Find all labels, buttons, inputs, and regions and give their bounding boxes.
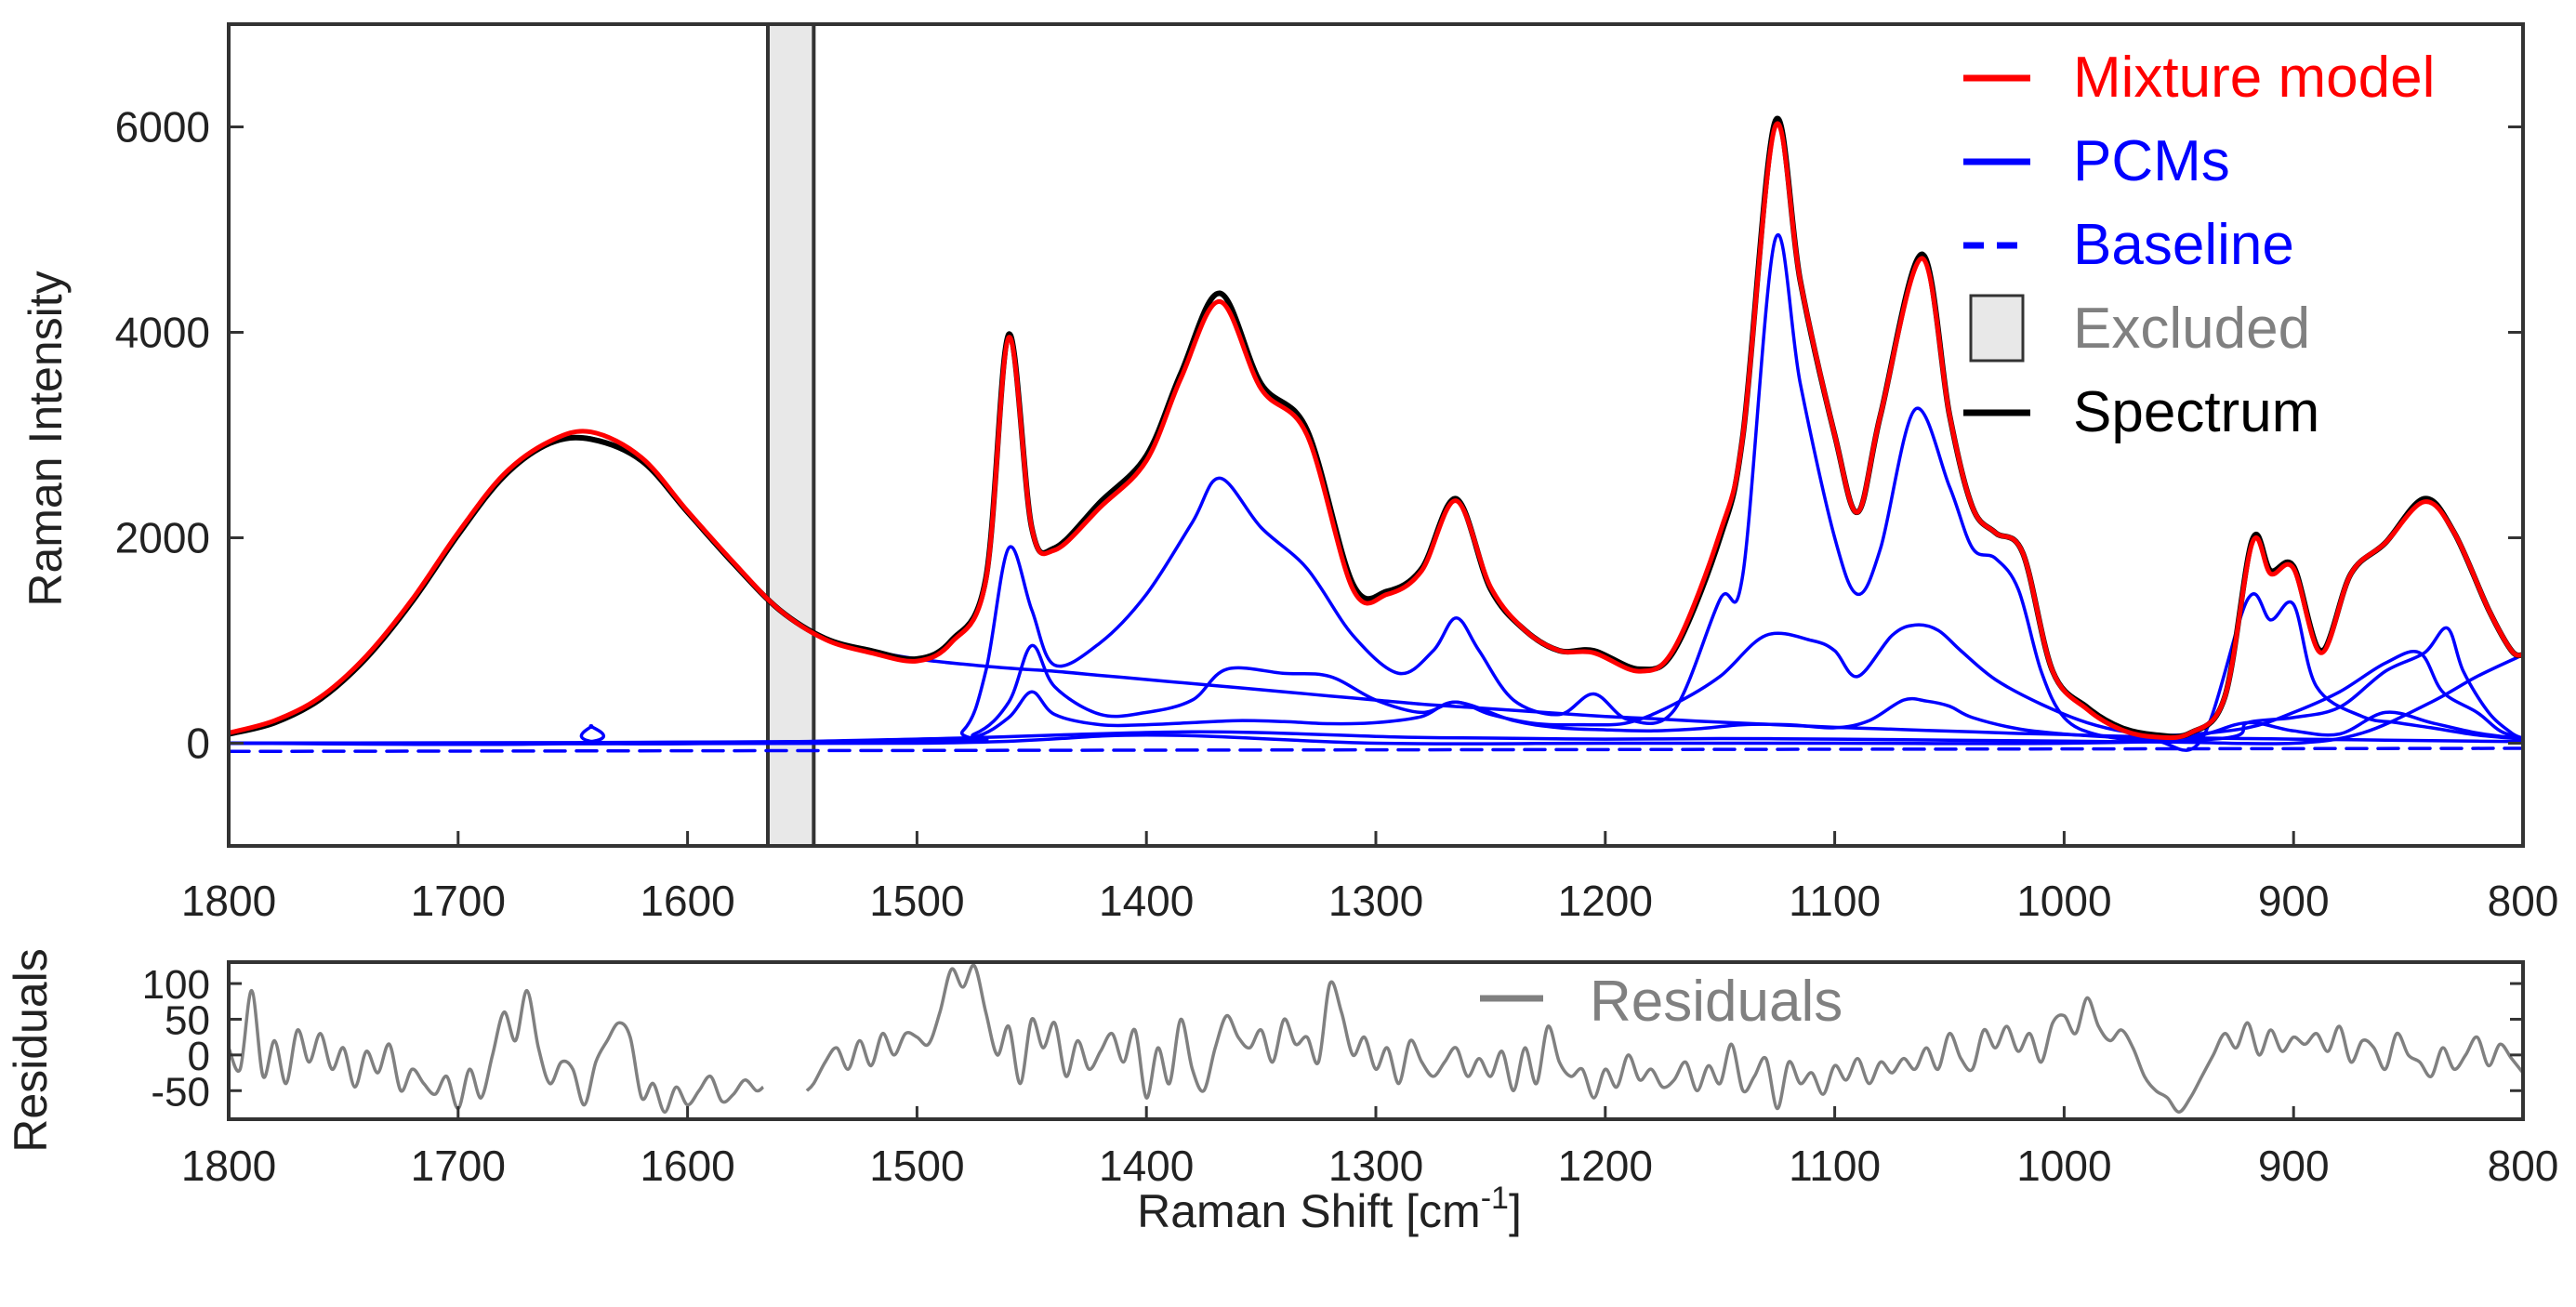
residual-x-tick-label: 1700 xyxy=(411,1142,506,1190)
residuals-plot-frame xyxy=(227,960,2525,1121)
x-axis-label: Raman Shift [cm-1] xyxy=(1137,1181,1522,1237)
legend-label: Spectrum xyxy=(2073,380,2319,444)
main-legend: Mixture model PCMs Baseline Excluded Spectru… xyxy=(1963,46,2435,444)
residual-y-tick-label: -50 xyxy=(151,1069,210,1115)
residual-y-tick-label: 100 xyxy=(142,962,210,1008)
residual-x-tick-label: 1400 xyxy=(1099,1142,1194,1190)
x-axis-label-base: Raman Shift [cm xyxy=(1137,1185,1481,1237)
residuals-plot-panel: 1800 1700 1600 1500 1400 1300 1200 1100 1000 900 8… xyxy=(5,948,2558,1237)
residual-x-tick-label: 800 xyxy=(2488,1142,2559,1190)
x-tick-label: 1200 xyxy=(1558,877,1653,925)
x-tick-label: 1600 xyxy=(640,877,734,925)
y-tick-label: 6000 xyxy=(115,103,210,152)
series-line-pcm-5 xyxy=(229,653,2523,746)
residuals-x-axis: 1800 1700 1600 1500 1400 1300 1200 1100 1000 900 8… xyxy=(181,1106,2559,1190)
series-line-mixture-model xyxy=(229,121,2523,741)
series-line-pcm-1 xyxy=(229,435,2523,744)
legend-swatch-excluded xyxy=(1969,294,2025,363)
residual-y-tick-label: 0 xyxy=(188,1034,210,1079)
main-x-axis: 1800 1700 1600 1500 1400 1300 1200 1100 1000 900 8… xyxy=(181,831,2559,925)
residual-x-tick-label: 1100 xyxy=(1789,1142,1881,1190)
residual-x-tick-label: 1300 xyxy=(1328,1142,1423,1190)
main-y-axis-label: Raman Intensity xyxy=(20,271,72,606)
residual-x-tick-label: 1000 xyxy=(2016,1142,2111,1190)
residuals-legend: Residuals xyxy=(1480,970,1843,1034)
legend-label: Mixture model xyxy=(2073,46,2435,110)
residual-x-tick-label: 900 xyxy=(2258,1142,2330,1190)
x-tick-label: 1000 xyxy=(2016,877,2111,925)
residual-x-tick-label: 1800 xyxy=(181,1142,276,1190)
legend-label: Baseline xyxy=(2073,213,2294,277)
x-tick-label: 1700 xyxy=(411,877,506,925)
residuals-y-axis-label: Residuals xyxy=(5,948,57,1153)
residuals-line-segment-2 xyxy=(805,963,2523,1115)
residual-x-tick-label: 1600 xyxy=(640,1142,734,1190)
y-tick-label: 4000 xyxy=(115,309,210,357)
residual-y-tick-label: 50 xyxy=(165,997,210,1043)
x-axis-label-end: ] xyxy=(1509,1185,1522,1237)
x-tick-label: 1300 xyxy=(1328,877,1423,925)
main-series-group xyxy=(229,115,2523,754)
legend-label: Excluded xyxy=(2073,297,2310,361)
x-tick-label: 1400 xyxy=(1099,877,1194,925)
x-tick-label: 900 xyxy=(2258,877,2330,925)
excluded-region xyxy=(765,22,816,848)
residual-x-tick-label: 1500 xyxy=(869,1142,964,1190)
x-tick-label: 800 xyxy=(2488,877,2559,925)
legend-label-residuals: Residuals xyxy=(1590,970,1843,1034)
x-tick-label: 1800 xyxy=(181,877,276,925)
x-tick-label: 1500 xyxy=(869,877,964,925)
residual-x-tick-label: 1200 xyxy=(1558,1142,1653,1190)
residuals-series-group xyxy=(229,963,2523,1115)
main-y-axis: 0 2000 4000 6000 xyxy=(115,103,2523,768)
y-tick-label: 0 xyxy=(186,720,210,768)
legend-label: PCMs xyxy=(2073,129,2230,193)
main-plot-panel: 1800 1700 1600 1500 1400 1300 1200 1100 1000 900 8… xyxy=(20,22,2559,925)
x-tick-label: 1100 xyxy=(1789,877,1881,925)
series-line-baseline xyxy=(229,746,2523,754)
series-line-pcm-6 xyxy=(229,626,2523,746)
series-line-pcm-3 xyxy=(229,623,2523,746)
residuals-line-segment-1 xyxy=(229,988,765,1115)
series-line-pcm-4 xyxy=(229,690,2523,746)
x-axis-label-superscript: -1 xyxy=(1481,1181,1509,1216)
y-tick-label: 2000 xyxy=(115,514,210,562)
